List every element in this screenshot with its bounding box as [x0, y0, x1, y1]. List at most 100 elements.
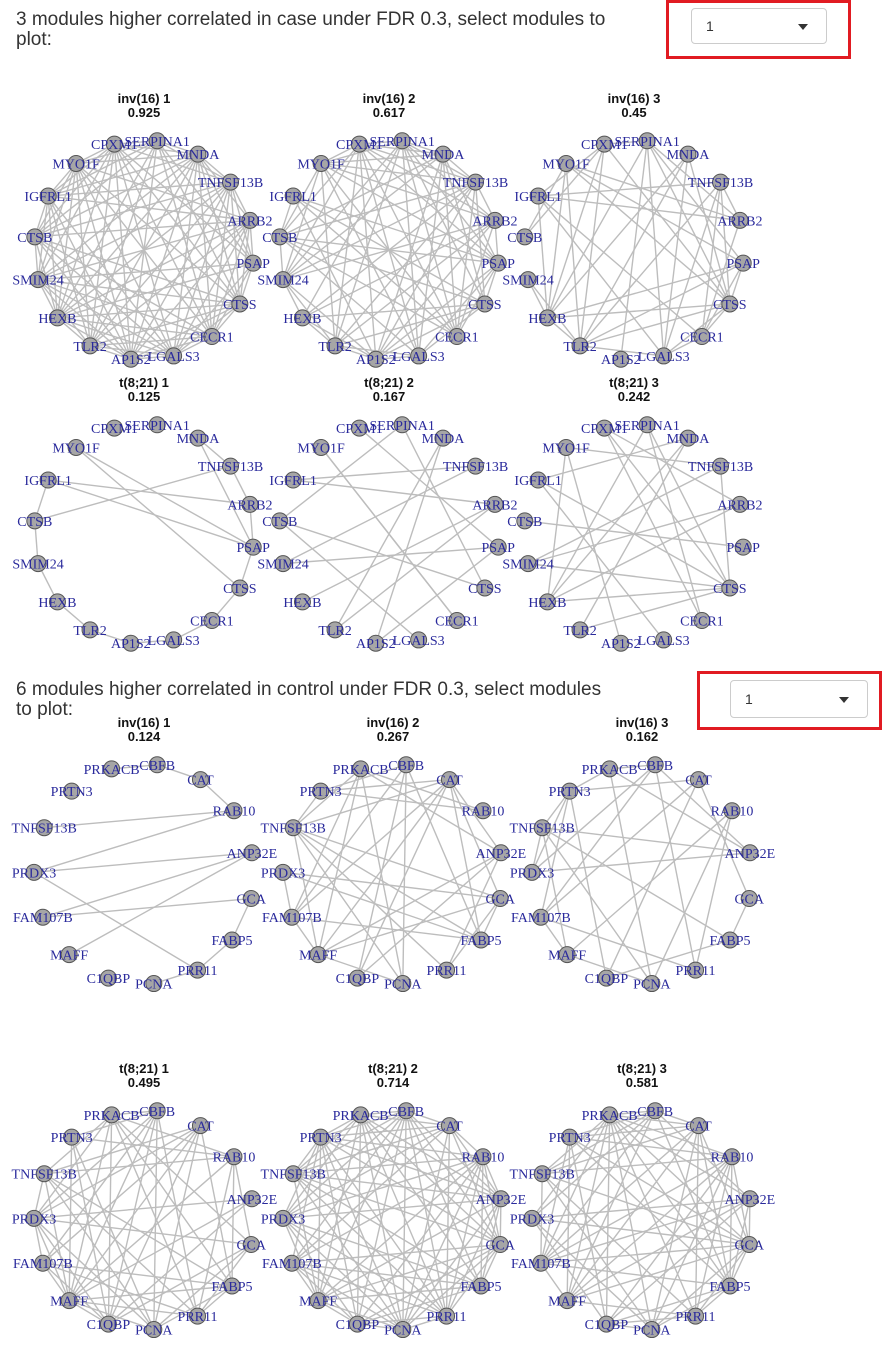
panel-score: 0.925 [127, 105, 161, 120]
node-label: CTSB [507, 515, 542, 530]
network-graph: CBFB CAT RAB10 ANP32E GCA FABP5 PRR11 PCNA C1QBP… [261, 756, 526, 993]
network-node [612, 350, 630, 368]
network-edge [609, 1114, 699, 1127]
network-edge [317, 768, 362, 955]
network-node [712, 457, 730, 475]
network-edge [654, 1110, 731, 1287]
network-edge [153, 1285, 233, 1331]
chevron-down-icon[interactable] [839, 697, 849, 703]
network-edge [320, 1124, 450, 1138]
network-node [476, 579, 494, 597]
node-label: ARRB2 [472, 498, 517, 513]
network-edge [701, 220, 741, 337]
network-node [561, 1128, 579, 1146]
network-node [367, 350, 385, 368]
network-node [39, 471, 57, 489]
network-edge [292, 827, 319, 955]
case-modules-section: 3 modules higher correlated in case unde… [0, 0, 891, 652]
network-node [741, 844, 759, 862]
network-edge [47, 140, 158, 197]
node-label: TNFSF13B [12, 1168, 77, 1183]
network-edge [75, 446, 254, 548]
network-edge [541, 1124, 699, 1175]
network-node [519, 555, 537, 573]
node-label: GCA [236, 1239, 266, 1254]
node-label: MAFF [548, 949, 586, 964]
network-edge [719, 182, 731, 305]
network-node [25, 863, 43, 881]
network-edge [33, 1124, 201, 1219]
network-edge [320, 162, 496, 222]
network-edge [317, 852, 502, 956]
node-label: TNFSF13B [688, 176, 753, 191]
node-label: PRTN3 [549, 785, 591, 800]
panel-title: t(8;21) 2 [368, 1061, 418, 1076]
network-edge [292, 1173, 448, 1317]
control-select-value: 1 [745, 691, 753, 707]
node-label: GCA [734, 893, 764, 908]
network-edge [405, 764, 482, 941]
network-edge [402, 1156, 484, 1330]
network-node [312, 782, 330, 800]
panel-score: 0.45 [621, 105, 647, 120]
network-edge [113, 143, 254, 264]
network-edge [320, 1110, 407, 1138]
node-label: HEXB [38, 312, 76, 327]
node-label: FAM107B [13, 1257, 73, 1272]
network-edge [359, 143, 476, 183]
network-edge [694, 810, 733, 971]
network-node [312, 438, 330, 456]
network-edge [531, 1110, 656, 1219]
node-label: CPXM1 [336, 138, 383, 153]
network-node [693, 328, 711, 346]
network-edge [153, 1125, 202, 1330]
node-label: IGFRL1 [514, 474, 561, 489]
network-edge [233, 1156, 252, 1245]
network-node [203, 328, 221, 346]
node-label: CBFB [139, 1105, 175, 1120]
network-edge [47, 195, 59, 318]
node-label: FABP5 [212, 1280, 253, 1295]
chevron-down-icon[interactable] [798, 24, 808, 30]
network-node [489, 254, 507, 272]
node-label: SMIM24 [12, 558, 63, 573]
network-edge [292, 768, 362, 829]
network-edge [546, 143, 606, 319]
network-edge [47, 195, 91, 347]
network-edge [282, 1114, 362, 1219]
network-node [689, 1117, 707, 1135]
network-edge [320, 162, 499, 264]
network-node [438, 1307, 456, 1325]
network-edge [320, 447, 458, 621]
network-node [122, 350, 140, 368]
network-edge [43, 1114, 113, 1175]
network-edge [283, 546, 499, 565]
node-label: IGFRL1 [24, 190, 71, 205]
node-label: MAFF [299, 1295, 337, 1310]
network-edge [89, 140, 158, 347]
node-label: TNFSF13B [510, 822, 575, 837]
network-edge [687, 153, 731, 305]
network-node [538, 309, 556, 327]
node-label: MNDA [422, 148, 466, 163]
case-modules-select[interactable]: 1 [691, 8, 827, 44]
network-node [721, 1277, 739, 1295]
control-modules-select[interactable]: 1 [730, 680, 868, 718]
node-label: CBFB [637, 759, 673, 774]
network-edge [42, 852, 253, 918]
node-label: CECR1 [435, 615, 479, 630]
network-edge [605, 1114, 611, 1325]
node-label: PRR11 [676, 1310, 716, 1325]
network-edge [541, 1114, 611, 1175]
network-node [740, 1236, 758, 1254]
network-node [638, 132, 656, 150]
network-edge [569, 1136, 731, 1287]
network-edge [568, 1137, 608, 1325]
node-label: SERPINA1 [614, 135, 679, 150]
network-node [597, 1315, 615, 1333]
network-node [571, 337, 589, 355]
network-edge [44, 810, 235, 829]
panel-title: inv(16) 1 [117, 715, 171, 730]
network-edge [292, 1173, 404, 1330]
